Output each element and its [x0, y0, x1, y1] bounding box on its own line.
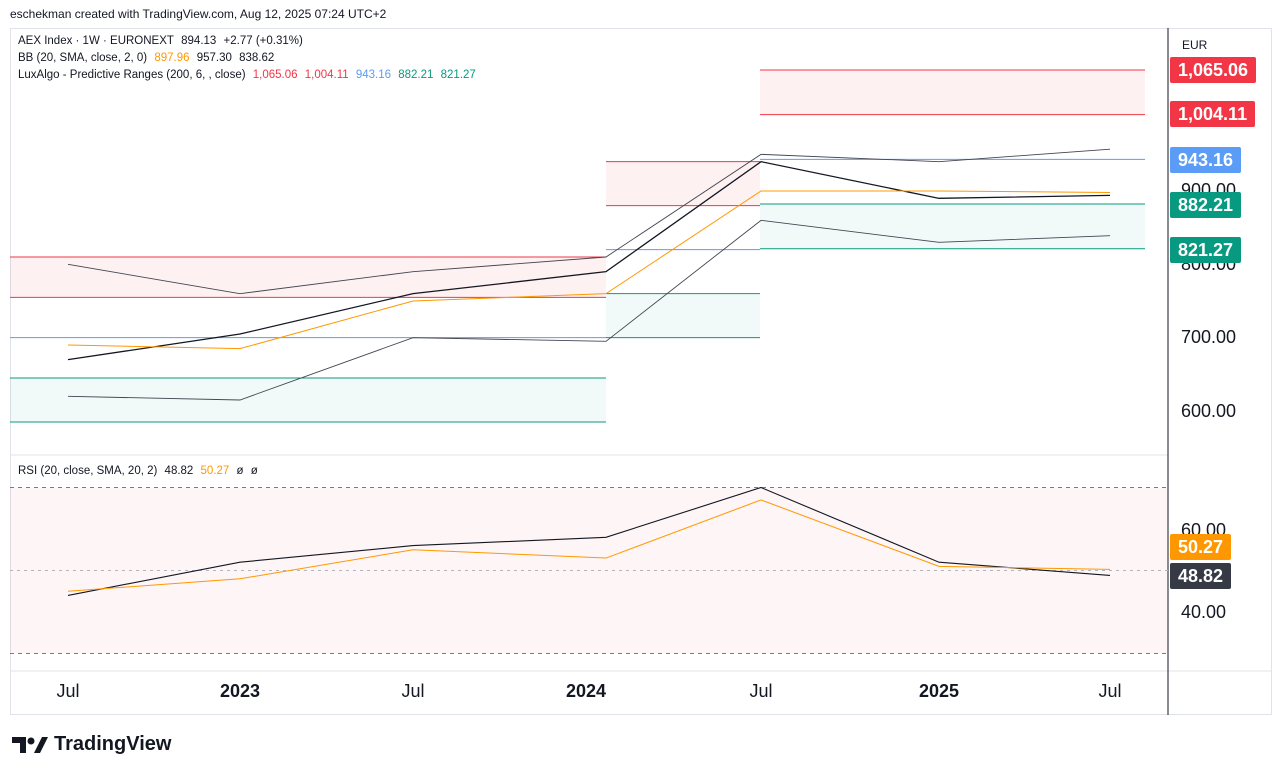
x-tick-jul-2023: Jul	[401, 681, 425, 701]
legend-rsi: RSI (20, close, SMA, 20, 2) 48.82 50.27 …	[18, 463, 262, 480]
x-tick-jul-2022: Jul	[56, 681, 80, 701]
legend-rsi-x1: ø	[236, 465, 244, 477]
rsi-band-fill	[10, 487, 1168, 654]
badge-rsi: 48.82	[1170, 563, 1232, 589]
range-1-support-zone	[606, 293, 760, 338]
rsi-ma-line	[67, 499, 1111, 592]
range-1-resistance-zone	[606, 161, 760, 206]
x-tick-jul-2024: Jul	[749, 681, 773, 701]
legend-rsi-x2: ø	[250, 465, 258, 477]
x-tick-jul-2025: Jul	[1098, 681, 1122, 701]
x-tick-2023: 2023	[219, 681, 261, 701]
legend-bb-lower: 838.62	[239, 52, 275, 64]
badge-s1: 882.21	[1170, 192, 1242, 218]
legend-main: AEX Index · 1W · EURONEXT 894.13 +2.77 (…	[18, 33, 307, 50]
brand-name: TradingView	[54, 733, 172, 755]
bb-lower-line	[67, 219, 1111, 401]
rsi-line	[67, 486, 1111, 596]
legend-rsi-value: 48.82	[164, 465, 194, 477]
badge-r2: 1,065.06	[1170, 57, 1257, 83]
currency-label: EUR	[1182, 38, 1208, 52]
rsi-tick-40: 40.00	[1181, 602, 1227, 622]
x-tick-2025: 2025	[918, 681, 960, 701]
tradingview-logo-icon	[12, 736, 48, 753]
badge-rsi-ma: 50.27	[1170, 534, 1232, 560]
legend-lux: LuxAlgo - Predictive Ranges (200, 6, , c…	[18, 67, 480, 84]
legend-lux-r2: 1,065.06	[252, 69, 298, 81]
x-tick-2024: 2024	[565, 681, 607, 701]
legend-rsi-name: RSI (20, close, SMA, 20, 2)	[18, 465, 158, 477]
legend-lux-avg: 943.16	[355, 69, 392, 81]
range-0-support-zone	[10, 378, 606, 422]
legend-bb-basis: 897.96	[154, 52, 190, 64]
bb-upper-line	[67, 148, 1111, 295]
range-2-support-zone	[760, 204, 1145, 249]
badge-r1: 1,004.11	[1170, 101, 1256, 127]
price-tick-600: 600.00	[1181, 401, 1237, 421]
range-2-resistance-zone	[760, 69, 1145, 115]
legend-bb-upper: 957.30	[196, 52, 232, 64]
range-0-resistance-zone	[10, 257, 606, 298]
legend-symbol: AEX Index · 1W · EURONEXT	[18, 35, 174, 47]
legend-change: +2.77 (+0.31%)	[223, 35, 303, 47]
chart-frame	[10, 28, 1272, 715]
bb-basis-line	[67, 190, 1111, 350]
price-tick-700: 700.00	[1181, 327, 1237, 347]
price-line	[67, 160, 1111, 361]
legend-lux-s1: 882.21	[398, 69, 434, 81]
legend-bb-name: BB (20, SMA, close, 2, 0)	[18, 52, 148, 64]
legend-bb: BB (20, SMA, close, 2, 0) 897.96 957.30 …	[18, 50, 278, 67]
badge-s2: 821.27	[1170, 237, 1242, 263]
header-credit: eschekman created with TradingView.com, …	[10, 7, 387, 21]
legend-rsi-ma: 50.27	[200, 465, 230, 477]
legend-lux-s2: 821.27	[440, 69, 476, 81]
badge-avg: 943.16	[1170, 147, 1242, 173]
legend-price: 894.13	[181, 35, 217, 47]
legend-lux-r1: 1,004.11	[304, 69, 349, 81]
tradingview-logo[interactable]: TradingView	[12, 733, 171, 756]
legend-lux-name: LuxAlgo - Predictive Ranges (200, 6, , c…	[18, 69, 246, 81]
